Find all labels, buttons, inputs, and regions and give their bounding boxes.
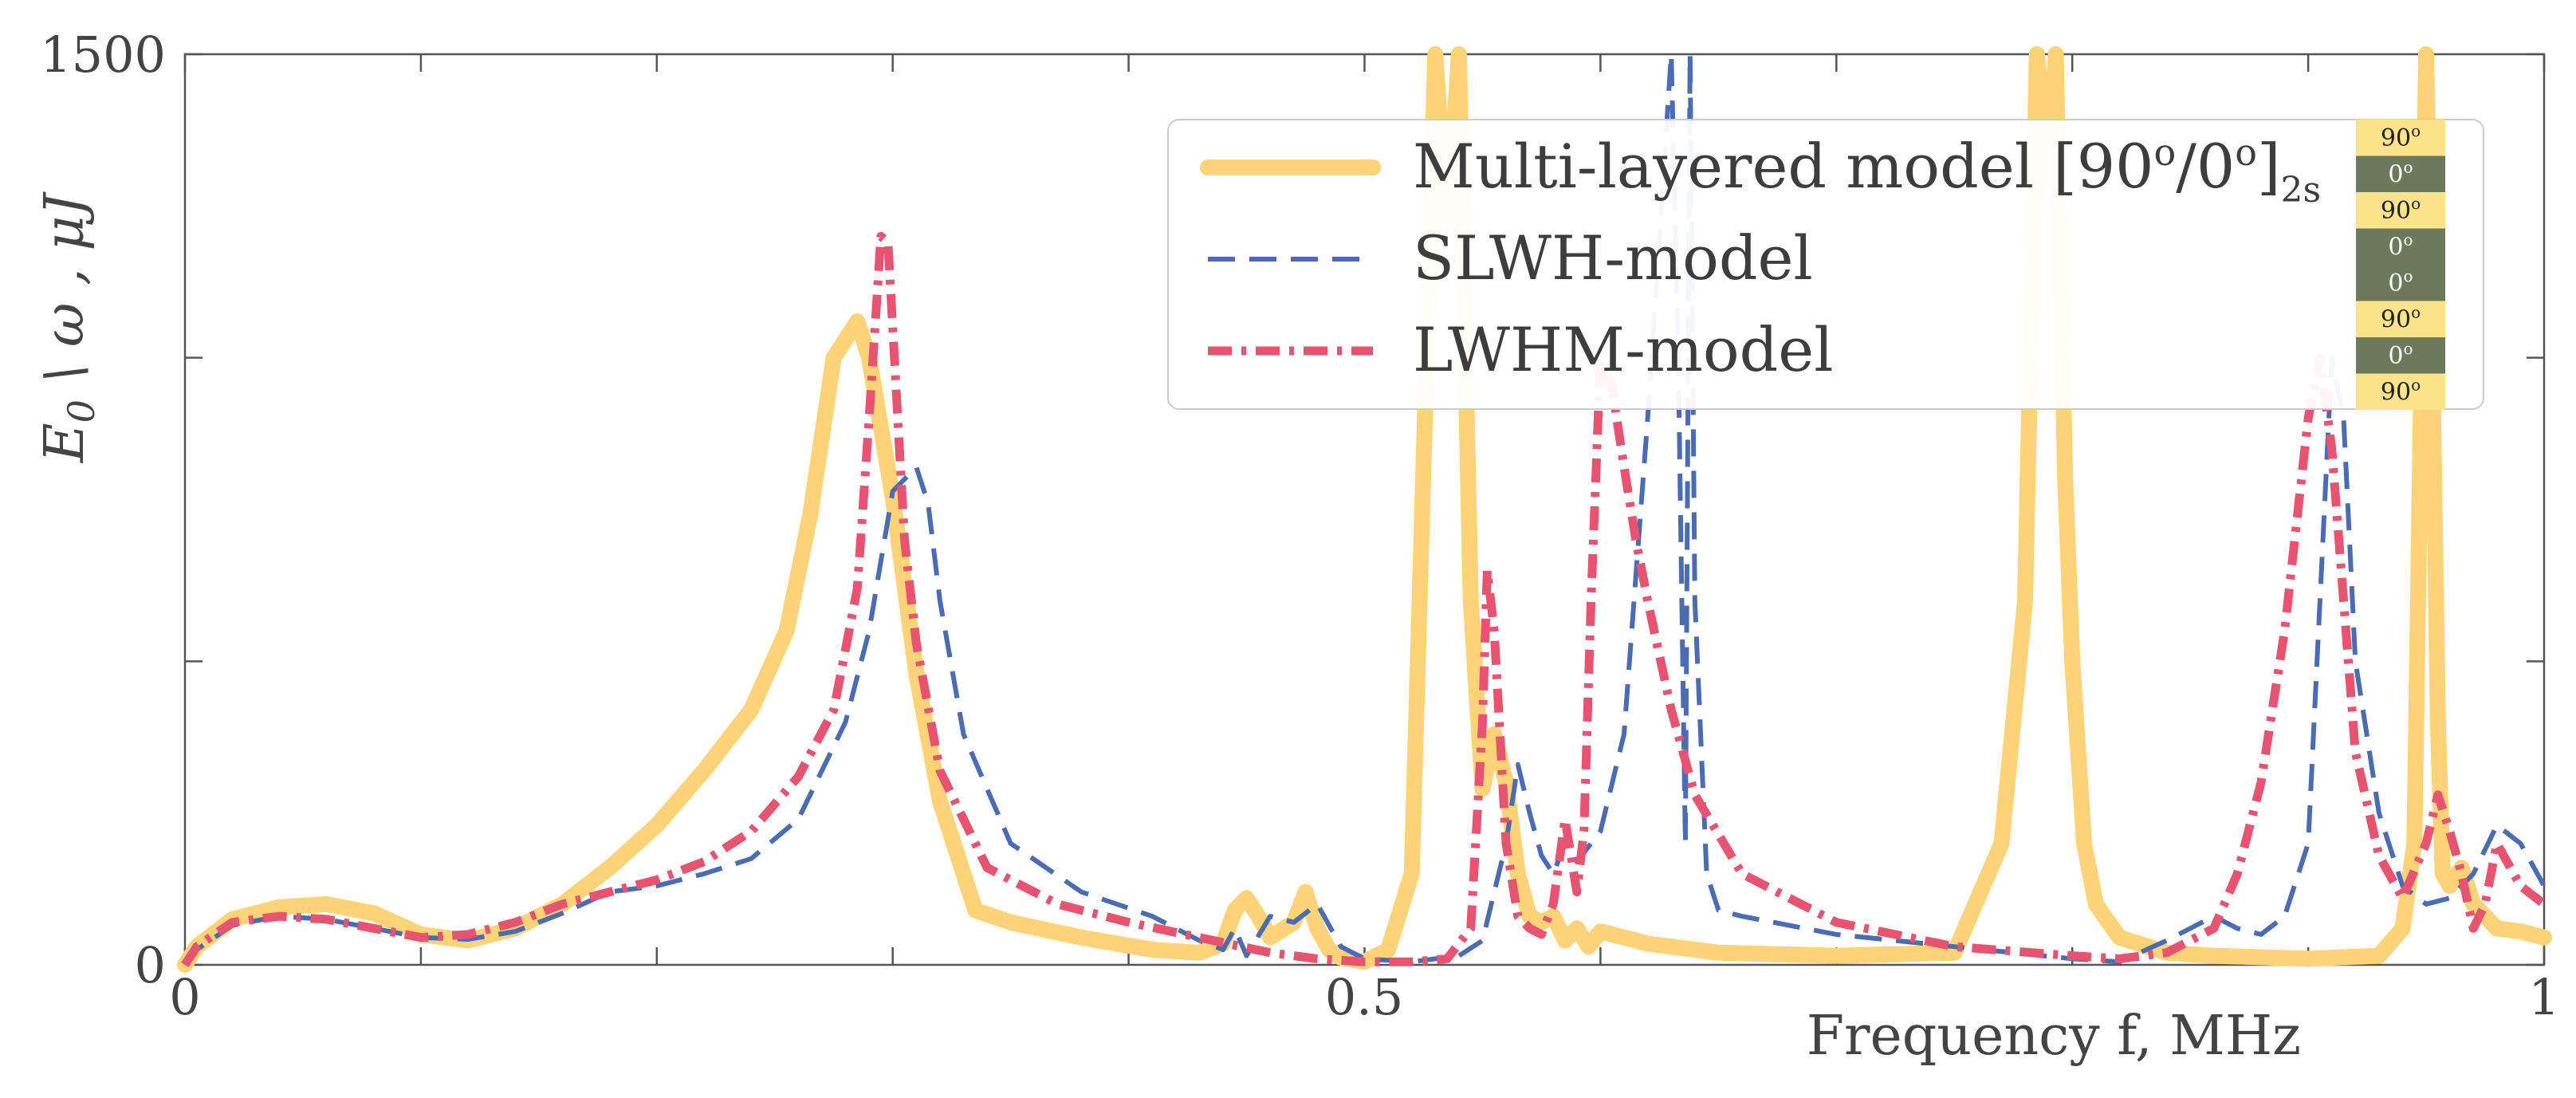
legend-label-slwh: SLWH-model	[1413, 222, 1813, 293]
legend-multi-sup1: o	[2154, 131, 2177, 174]
layup-layer-label-2: 90o	[2381, 194, 2421, 225]
layup-layer-1	[2356, 155, 2445, 192]
series-group	[177, 46, 2552, 973]
series-lwhm-line	[181, 231, 2547, 967]
layup-layer-label-0: 90o	[2381, 121, 2421, 152]
layup-layer-2	[2356, 192, 2445, 229]
layup-layer-label-7: 90o	[2381, 376, 2421, 407]
legend-multi-part2: /0	[2176, 131, 2235, 202]
x-tick-label-1: 1	[2528, 968, 2559, 1026]
legend-multi-part1: Multi-layered model [90	[1413, 131, 2154, 202]
layup-layer-label-5: 90o	[2381, 303, 2421, 334]
layup-layer-label-4: 0o	[2388, 266, 2413, 297]
series-slwh-line	[183, 52, 2547, 966]
y-axis-title-subscript: 0	[60, 399, 103, 423]
axis-ticks	[183, 53, 2546, 966]
y-axis-title-rest: \ ω , μJ	[33, 191, 96, 399]
layup-layer-7	[2356, 373, 2445, 410]
legend-label-lwhm: LWHM-model	[1413, 314, 1834, 385]
layup-layer-label-6: 0o	[2388, 339, 2413, 370]
y-tick-label-0: 0	[135, 936, 166, 994]
x-tick-label-0-5: 0.5	[1325, 968, 1404, 1026]
layup-layer-5	[2356, 301, 2445, 337]
layup-layer-4	[2356, 265, 2445, 301]
layup-layer-label-3: 0o	[2388, 230, 2413, 262]
legend-multi-subscript: 2s	[2281, 170, 2322, 211]
x-tick-label-0: 0	[169, 968, 200, 1026]
layup-layer-0	[2356, 120, 2445, 156]
layup-layer-label-1: 0o	[2388, 158, 2413, 189]
y-axis-title: E0 \ ω , μJ	[33, 191, 103, 464]
legend: Multi-layered model [90o/0o]2s SLWH-mode…	[1167, 119, 2484, 410]
layup-layer-3	[2356, 228, 2445, 265]
layup-layer-6	[2356, 337, 2445, 374]
legend-box	[1167, 119, 2484, 410]
legend-multi-sup2: o	[2235, 131, 2257, 174]
legend-label-multi: Multi-layered model [90o/0o]2s	[1413, 131, 2321, 211]
y-tick-label-1500: 1500	[40, 26, 166, 84]
legend-multi-part3: ]	[2257, 131, 2281, 202]
layup-inset: 90o 0o 90o 0o 0o 90o 0o 90o	[2356, 120, 2445, 410]
series-multi-layered-line	[177, 46, 2552, 973]
y-axis-title-e: E	[33, 423, 96, 464]
x-axis-title: Frequency f, MHz	[1807, 1005, 2301, 1068]
